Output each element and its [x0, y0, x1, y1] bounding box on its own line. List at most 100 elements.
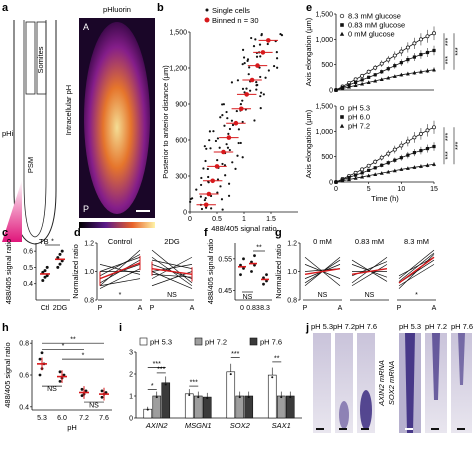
- b-cell-point: [255, 80, 258, 84]
- f-ytick-label: 0.55: [218, 256, 232, 263]
- b-cell-point: [228, 148, 231, 152]
- j-header-left-2: pH 7.2: [333, 322, 355, 331]
- e-marker: [340, 178, 345, 183]
- b-cell-point: [231, 123, 235, 127]
- g-sig-label: NS: [365, 292, 375, 299]
- b-xtick-label: 1.5: [266, 216, 276, 223]
- i-legend-label: pH 5.3: [150, 338, 172, 347]
- i-sig-label: ***: [157, 366, 165, 373]
- e-marker: [412, 70, 417, 75]
- b-cell-point: [241, 87, 245, 90]
- c-point: [58, 252, 62, 256]
- h-point: [58, 370, 62, 374]
- tb-label: TB: [39, 237, 49, 246]
- b-cell-point: [199, 195, 202, 198]
- e-legend-label: pH 5.3: [348, 104, 370, 113]
- b-cell-point: [219, 116, 222, 119]
- e-marker: [367, 75, 371, 79]
- b-cell-point: [216, 178, 220, 181]
- panel-j-letter: j: [305, 322, 309, 334]
- h-sig-label: *: [62, 343, 65, 350]
- b-cell-point: [195, 188, 198, 191]
- i-point: [188, 394, 191, 397]
- b-cell-point: [259, 75, 262, 79]
- b-cell-point: [216, 191, 219, 194]
- e-marker: [366, 163, 371, 168]
- d-mean-line: [151, 267, 193, 276]
- b-cell-point: [223, 124, 226, 127]
- h-xtick-label: 6.0: [57, 415, 67, 422]
- d-ytick-label: 1.2: [84, 241, 94, 248]
- g-ytick-label: 1.0: [287, 269, 297, 276]
- j-scale-bar-2: [339, 428, 347, 430]
- panel-a: a Somites PSM TB pHi Intracellular pH pH…: [2, 2, 155, 246]
- phi-gradient-wedge: [2, 180, 22, 242]
- j-scale-bar-1: [316, 428, 324, 430]
- e-marker: [405, 166, 410, 170]
- d-xtick-label: P: [98, 305, 103, 312]
- i-bar: [244, 395, 254, 419]
- i-sig-label: ***: [231, 351, 239, 358]
- b-ytick-label: 600: [175, 138, 187, 145]
- d-sample-line: [99, 254, 141, 277]
- panel-d-letter: d: [74, 227, 81, 239]
- f-point: [250, 270, 253, 273]
- d-sample-line: [151, 271, 193, 289]
- e0-ytick-label: 500: [321, 62, 333, 69]
- j-header-left-3: pH 7.6: [355, 322, 377, 331]
- e-xtick-label: 5: [367, 186, 371, 193]
- d-group-title: 2DG: [164, 237, 180, 246]
- b-cell-point: [247, 73, 250, 76]
- g-ytick-label: 1.2: [287, 241, 297, 248]
- e-marker: [399, 61, 403, 65]
- b-cell-point: [219, 185, 222, 188]
- e-marker: [340, 86, 345, 91]
- h-point: [40, 351, 44, 355]
- h-xlabel: pH: [67, 423, 77, 432]
- e1-ytick-label: 0: [329, 180, 333, 187]
- e-marker: [418, 69, 423, 74]
- f-ylabel: 488/405 signal ratio: [206, 239, 215, 304]
- b-cell-point: [221, 208, 224, 211]
- j-scale-bar-3: [361, 428, 369, 430]
- h-point: [62, 373, 66, 377]
- e-series-line: [335, 163, 435, 183]
- c-ytick-label: 0.5: [23, 265, 33, 272]
- c-point: [43, 269, 47, 273]
- i-bar: [161, 382, 171, 419]
- e-marker: [399, 49, 404, 54]
- b-cell-point: [208, 139, 211, 142]
- h-point: [38, 357, 42, 361]
- c-point: [60, 249, 64, 253]
- d-sample-line: [151, 274, 193, 278]
- b-binned-point: [249, 77, 255, 83]
- b-cell-point: [199, 183, 203, 187]
- e-xtick-label: 10: [397, 186, 405, 193]
- e-xtick-label: 15: [430, 186, 438, 193]
- j-scale-bar-6: [457, 428, 465, 430]
- i-point: [164, 383, 167, 386]
- e-marker: [392, 147, 397, 152]
- h-point: [58, 379, 62, 383]
- e-marker: [418, 164, 423, 168]
- f-point: [265, 279, 268, 283]
- c-point: [41, 270, 45, 274]
- c-point: [58, 262, 62, 266]
- g-group-title: 0 mM: [313, 237, 332, 246]
- b-ytick-label: 300: [175, 174, 187, 181]
- e-marker: [386, 67, 390, 71]
- i-point: [271, 376, 274, 379]
- e-marker: [379, 171, 384, 175]
- e-marker: [366, 69, 371, 74]
- d-ylabel: Normalized ratio: [71, 244, 80, 299]
- e-marker: [386, 169, 391, 174]
- b-cell-point: [262, 93, 265, 96]
- i-xtick-label: AXIN2: [145, 421, 169, 430]
- h-sig-label: **: [70, 337, 76, 344]
- i-point: [155, 396, 158, 399]
- h-sig-label: NS: [89, 403, 99, 410]
